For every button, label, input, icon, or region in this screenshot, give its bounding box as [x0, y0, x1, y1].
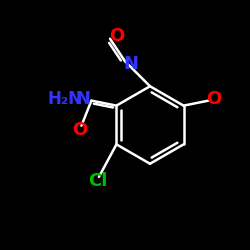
Text: O: O: [206, 90, 222, 108]
Text: N: N: [75, 90, 90, 108]
Text: Cl: Cl: [88, 172, 108, 190]
Text: O: O: [72, 121, 88, 139]
Text: O: O: [108, 27, 124, 45]
Text: H₂N: H₂N: [48, 90, 83, 108]
Text: N: N: [124, 55, 139, 73]
